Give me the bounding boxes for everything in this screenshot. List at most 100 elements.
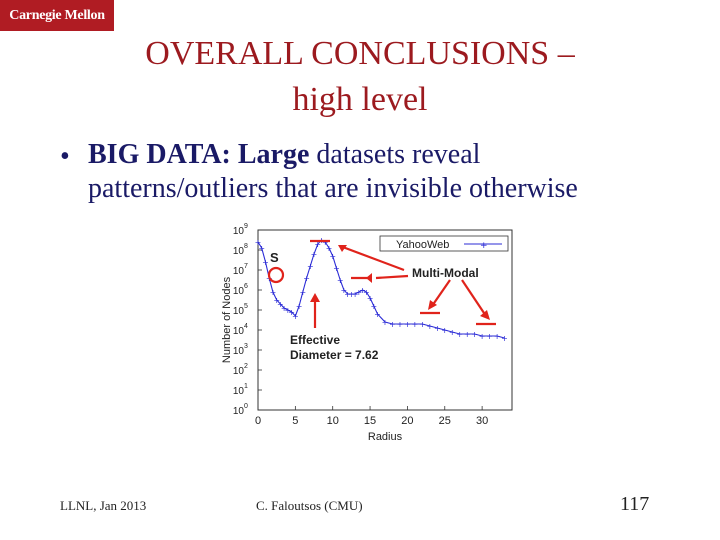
data-point: + (397, 320, 404, 329)
data-point: + (329, 252, 336, 261)
data-point: + (456, 330, 463, 339)
y-tick-label: 10 (233, 246, 245, 257)
bullet-marker: • (60, 141, 70, 172)
data-point: + (471, 330, 478, 339)
legend-label: YahooWeb (396, 239, 449, 251)
bullet-text-part2: patterns/outliers that are invisible oth… (88, 173, 578, 204)
effective-label-1: Effective (290, 333, 340, 347)
x-tick-label: 0 (255, 415, 261, 427)
y-tick-exponent: 9 (244, 223, 248, 230)
data-point: + (337, 276, 344, 285)
y-tick-label: 10 (233, 386, 245, 397)
data-point: + (434, 324, 441, 333)
data-point: + (307, 262, 314, 271)
series-yahooweb: ++++++++++++++++++++++++++++++++++ + + + + + +… (255, 236, 508, 343)
x-axis-ticks: 0 5 10 15 20 25 30 (255, 406, 488, 427)
y-tick-label: 10 (233, 286, 245, 297)
data-point: + (270, 288, 277, 297)
data-point: + (285, 306, 292, 315)
data-point: + (486, 332, 493, 341)
data-point: + (273, 296, 280, 305)
data-point: + (322, 238, 329, 247)
bullet-bold-large: Large (237, 139, 310, 170)
y-tick-exponent: 6 (244, 283, 248, 290)
y-tick-label: 10 (233, 266, 245, 277)
data-point: + (374, 310, 381, 319)
arrow-multimodal-2 (375, 274, 409, 280)
data-point: + (367, 294, 374, 303)
data-point: + (370, 302, 377, 311)
y-tick-label: 10 (233, 346, 245, 357)
data-point: + (464, 330, 471, 339)
data-point: + (262, 258, 269, 267)
bullet-text-part1: datasets reveal (309, 139, 481, 170)
arrowhead-3 (428, 300, 437, 310)
data-point: + (389, 320, 396, 329)
data-point: + (277, 300, 284, 309)
slide-title-line1: OVERALL CONCLUSIONS – (145, 35, 575, 72)
effective-label-2: Diameter = 7.62 (290, 348, 379, 362)
footer-venue: LLNL, Jan 2013 (60, 498, 147, 513)
arrow-multimodal-4 (461, 279, 487, 317)
y-tick-exponent: 7 (244, 263, 248, 270)
page-number: 117 (620, 493, 650, 515)
y-tick-exponent: 4 (244, 323, 248, 330)
data-point: + (382, 318, 389, 327)
y-tick-label: 10 (233, 326, 245, 337)
x-tick-label: 5 (292, 415, 298, 427)
bullet-bold-big-data: BIG DATA: (88, 139, 231, 170)
y-tick-label: 10 (233, 366, 245, 377)
y-tick-exponent: 0 (244, 403, 248, 410)
arrowhead-2 (366, 273, 372, 283)
x-tick-label: 15 (364, 415, 376, 427)
multimodal-label: Multi-Modal (412, 266, 479, 280)
y-tick-label: 10 (233, 226, 245, 237)
y-axis-label: Number of Nodes (221, 276, 233, 363)
data-point: + (363, 288, 370, 297)
data-point: + (314, 240, 321, 249)
s-label: S (270, 250, 279, 265)
data-point: + (281, 304, 288, 313)
slide-title-line2: high level (292, 81, 428, 118)
legend-box (379, 235, 509, 252)
y-tick-exponent: 2 (244, 363, 248, 370)
data-point: + (299, 288, 306, 297)
arrowhead-5 (310, 293, 320, 302)
data-point: + (449, 328, 456, 337)
series-line (257, 239, 505, 339)
data-point: + (404, 320, 411, 329)
y-tick-label: 10 (233, 306, 245, 317)
x-tick-label: 30 (476, 415, 488, 427)
data-point: + (292, 312, 299, 321)
x-tick-label: 25 (439, 415, 451, 427)
x-axis-label: Radius (368, 431, 403, 443)
y-tick-exponent: 3 (244, 343, 248, 350)
data-point: + (359, 286, 366, 295)
cmu-logo: Carnegie Mellon (0, 0, 114, 31)
data-point: + (352, 290, 359, 299)
data-point: + (356, 288, 363, 297)
arrowhead-1 (338, 245, 347, 252)
y-tick-label: 10 (233, 406, 245, 417)
data-point: + (296, 302, 303, 311)
s-circle (267, 266, 285, 284)
data-point: + (412, 320, 419, 329)
data-point: + (494, 332, 501, 341)
data-point: + (288, 308, 295, 317)
plot-frame (257, 229, 513, 411)
arrowheads (310, 245, 490, 320)
arrow-multimodal-1 (339, 244, 405, 272)
bullet-text: BIG DATA: Large datasets reveal patterns… (88, 138, 688, 206)
arrowhead-4 (480, 310, 490, 320)
data-point: + (333, 264, 340, 273)
data-point: + (501, 334, 508, 343)
y-tick-exponent: 8 (244, 243, 248, 250)
data-point: + (441, 326, 448, 335)
data-point: + (326, 244, 333, 253)
data-point: + (344, 290, 351, 299)
x-tick-label: 20 (401, 415, 413, 427)
x-tick-label: 10 (327, 415, 339, 427)
y-tick-exponent: 5 (244, 303, 248, 310)
